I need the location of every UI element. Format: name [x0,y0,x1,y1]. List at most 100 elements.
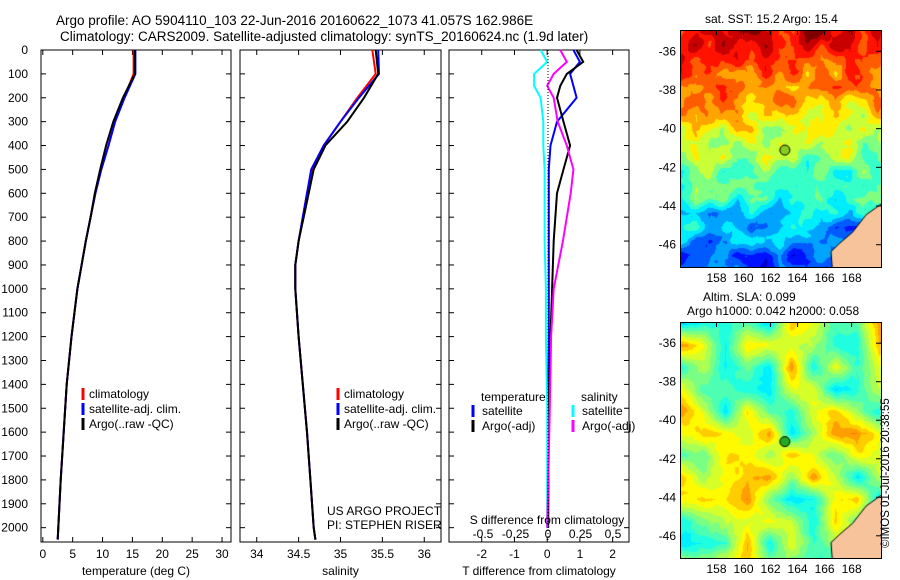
series-line-s-argo-adj- [546,49,575,528]
y-tick-label: 1500 [1,401,28,415]
lat-tick-label: -42 [659,160,677,174]
lon-tick-label: 162 [761,271,781,285]
legend-label: satellite [582,404,623,418]
lon-tick-label: 168 [842,562,862,576]
sla-map [680,322,882,559]
legend-label: satellite [482,404,523,418]
legend-label: climatology [89,387,149,401]
y-tick-label: 700 [8,210,28,224]
lat-tick-label: -46 [659,529,677,543]
lon-tick-label: 158 [706,562,726,576]
y-tick-label: 0 [21,43,28,57]
x-tick-label: 25 [185,547,199,561]
project-annotation: PI: STEPHEN RISER [327,518,442,532]
lat-tick-label: -44 [659,199,677,213]
legend-title: salinity [581,390,618,404]
lon-tick-label: 162 [761,562,781,576]
profile-plots: 0100200300400500600700800900100011001200… [1,43,635,578]
lat-tick-label: -36 [659,336,677,350]
plot-frame [448,49,630,543]
y-tick-label: 900 [8,258,28,272]
series-line-climatology [56,50,135,540]
series-line-climatology [294,49,377,540]
y-tick-label: 2000 [1,521,28,535]
y-tick-label: 500 [8,162,28,176]
lat-tick-label: -40 [659,413,677,427]
series-line-satellite-adj-clim- [56,50,137,540]
project-annotation: US ARGO PROJECT [327,504,442,518]
credit: ©IMOS 01-Jul-2016 20:38:55 [880,398,892,548]
lat-tick-label: -46 [659,238,677,252]
x-tick-label: 10 [96,547,110,561]
legend-label: climatology [344,387,404,401]
x-tick-label: 15 [126,547,140,561]
x-tick-label: 34 [250,547,264,561]
plot-frame [40,49,232,543]
y-tick-label: 1200 [1,330,28,344]
x-tick-label: -2 [476,547,487,561]
lat-tick-label: -42 [659,452,677,466]
y-tick-label: 1100 [2,306,28,320]
y-tick-label: 1000 [1,282,28,296]
x-tick-label: 34.5 [287,547,311,561]
x-axis-label: temperature (deg C) [82,564,190,578]
y-tick-label: 400 [8,139,28,153]
legend-title: temperature [481,390,546,404]
y-tick-label: 1300 [1,353,28,367]
y-tick-label: 600 [8,186,28,200]
x-tick-label: 5 [69,547,76,561]
title-line-1: Argo profile: AO 5904110_103 22-Jun-2016… [56,13,534,28]
lon-tick-label: 158 [706,271,726,285]
y-tick-label: 1700 [1,449,28,463]
series-line-argo-raw-qc- [294,49,380,540]
x-tick-label: 30 [215,547,229,561]
lat-tick-label: -38 [659,375,677,389]
y-tick-label: 1600 [1,425,28,439]
sst-map [680,30,882,268]
x-tick-label: 1 [577,547,584,561]
legend-label: satellite-adj. clim. [344,402,436,416]
lon-tick-label: 164 [788,271,808,285]
sla-map-title-2: Argo h1000: 0.042 h2000: 0.058 [687,304,860,318]
x-tick-label: 35 [334,547,348,561]
x2-tick-label: -0.25 [502,527,530,541]
legend-label: Argo(-adj) [482,419,535,433]
lon-tick-label: 168 [842,271,862,285]
y-tick-label: 1900 [1,497,28,511]
sst-map-title: sat. SST: 15.2 Argo: 15.4 [705,12,838,26]
y-tick-label: 1400 [1,377,28,391]
x-axis-label: salinity [322,564,359,578]
series-line-argo-raw-qc- [56,50,136,540]
x2-tick-label: -0.5 [473,527,494,541]
legend-label: satellite-adj. clim. [89,402,181,416]
x-tick-label: -1 [509,547,520,561]
x-axis-label: T difference from climatology [462,564,616,578]
lon-tick-label: 160 [733,562,753,576]
x-tick-label: 35.5 [371,547,395,561]
lat-tick-label: -38 [659,83,677,97]
y-tick-label: 200 [8,91,28,105]
legend-label: Argo(..raw -QC) [344,417,429,431]
y-tick-label: 100 [8,67,28,81]
y-tick-label: 300 [8,115,28,129]
sla-map-title-1: Altim. SLA: 0.099 [703,290,796,304]
legend-label: Argo(-adj) [582,419,635,433]
x-tick-label: 20 [156,547,170,561]
lat-tick-label: -40 [659,122,677,136]
x2-tick-label: 0.25 [569,527,593,541]
x-tick-label: 2 [609,547,616,561]
x-tick-label: 36 [418,547,432,561]
x-tick-label: 0 [544,547,551,561]
plot-frame [239,49,442,543]
x2-axis-label: S difference from climatology [470,513,625,527]
lat-tick-label: -36 [659,44,677,58]
lon-tick-label: 166 [815,562,835,576]
lat-tick-label: -44 [659,490,677,504]
series-line-s-satellite [533,49,549,528]
legend-label: Argo(..raw -QC) [89,417,174,431]
series-line-t-satellite [546,49,582,528]
y-tick-label: 800 [8,234,28,248]
x-tick-label: 0 [39,547,46,561]
y-tick-label: 1800 [1,473,28,487]
